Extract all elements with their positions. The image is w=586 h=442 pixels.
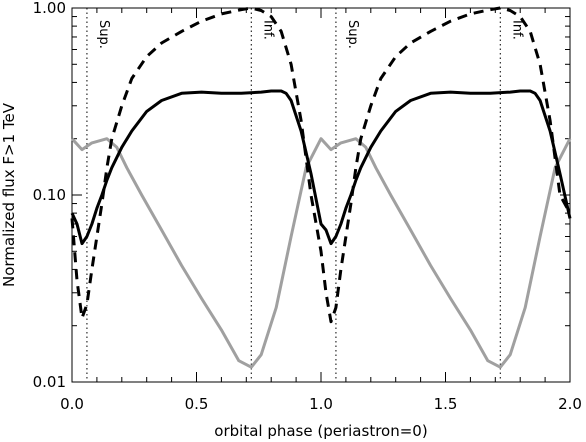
conjunction-label: Inf.	[509, 20, 524, 40]
y-axis-label: Normalized flux F>1 TeV	[0, 102, 18, 287]
y-tick-label: 0.01	[33, 373, 66, 391]
y-tick-label: 0.10	[33, 186, 66, 204]
x-tick-label: 1.0	[309, 395, 333, 413]
plot-frame	[71, 7, 571, 383]
conjunction-label: Sup.	[96, 20, 111, 49]
series-line-solid	[70, 89, 572, 246]
x-axis-label: orbital phase (periastron=0)	[214, 422, 427, 440]
conjunction-lines: Sup. Inf. Sup. Inf.	[86, 8, 524, 382]
conjunction-label: Inf.	[260, 20, 275, 40]
y-ticks: 0.01 0.10 1.00	[33, 0, 570, 391]
series-line-dashed	[70, 6, 572, 324]
x-tick-label: 0.0	[60, 395, 84, 413]
x-tick-label: 1.5	[434, 395, 458, 413]
x-ticks: 0.0 0.5 1.0 1.5 2.0	[60, 8, 582, 413]
series-layer	[70, 6, 572, 369]
x-tick-label: 0.5	[185, 395, 209, 413]
conjunction-label: Sup.	[345, 20, 360, 49]
plot-area: 0.0 0.5 1.0 1.5 2.0 0.010.101.00 Sup. Inf. Sup…	[33, 0, 582, 413]
x-tick-label: 2.0	[558, 395, 582, 413]
y-tick-label: 1.00	[33, 0, 66, 17]
series-line-gray	[70, 137, 572, 369]
